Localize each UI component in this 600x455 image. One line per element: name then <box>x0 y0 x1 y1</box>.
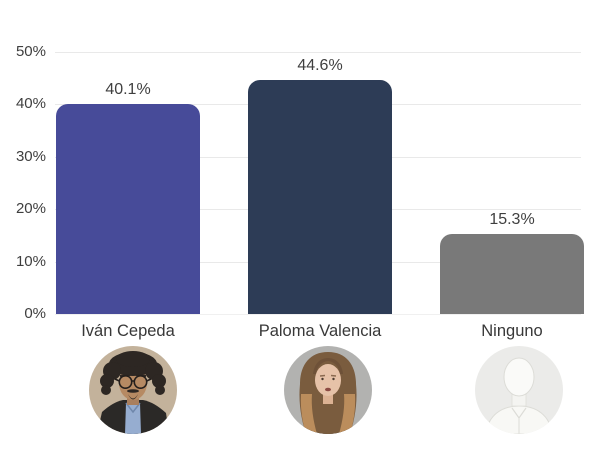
ytick-10: 10% <box>15 253 46 270</box>
ytick-30: 30% <box>15 148 46 165</box>
value-label-ivan-cepeda: 40.1% <box>105 80 151 98</box>
category-label-ninguno: Ninguno <box>481 322 543 340</box>
ytick-0: 0% <box>24 305 46 322</box>
category-label-ivan-cepeda: Iván Cepeda <box>81 322 175 340</box>
bar-paloma-valencia <box>248 80 392 314</box>
ytick-20: 20% <box>15 200 46 217</box>
bar-ninguno <box>440 233 584 314</box>
avatar-paloma-valencia-icon <box>284 346 372 434</box>
bar-ivan-cepeda <box>56 103 200 314</box>
bar-group-ninguno: 15.3% <box>440 52 584 314</box>
category-label-paloma-valencia: Paloma Valencia <box>258 322 382 340</box>
bar-group-ivan-cepeda: 40.1% <box>56 52 200 314</box>
avatar-ivan-cepeda-icon <box>89 346 177 434</box>
avatar-ninguno-icon <box>475 346 563 434</box>
bar-group-paloma-valencia: 44.6% <box>248 52 392 314</box>
value-label-ninguno: 15.3% <box>489 210 535 228</box>
ytick-50: 50% <box>15 43 46 60</box>
gridline-0 <box>55 314 581 315</box>
ytick-40: 40% <box>15 95 46 112</box>
value-label-paloma-valencia: 44.6% <box>297 57 343 75</box>
gridline-50 <box>55 52 581 53</box>
